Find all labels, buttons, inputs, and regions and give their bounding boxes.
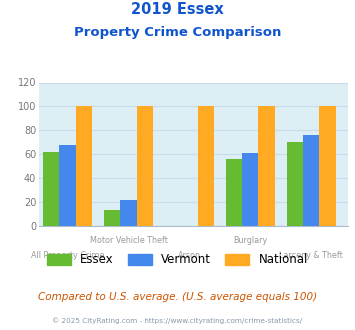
Bar bbox=[197, 106, 214, 226]
Bar bbox=[137, 106, 153, 226]
Bar bbox=[43, 152, 59, 226]
Bar bbox=[120, 200, 137, 226]
Text: © 2025 CityRating.com - https://www.cityrating.com/crime-statistics/: © 2025 CityRating.com - https://www.city… bbox=[53, 317, 302, 324]
Bar bbox=[303, 135, 320, 226]
Text: Larceny & Theft: Larceny & Theft bbox=[279, 251, 343, 260]
Bar bbox=[287, 142, 303, 226]
Bar bbox=[76, 106, 92, 226]
Bar bbox=[104, 211, 120, 226]
Text: Motor Vehicle Theft: Motor Vehicle Theft bbox=[89, 236, 168, 245]
Text: 2019 Essex: 2019 Essex bbox=[131, 2, 224, 16]
Bar bbox=[59, 145, 76, 226]
Bar bbox=[242, 153, 258, 226]
Legend: Essex, Vermont, National: Essex, Vermont, National bbox=[47, 253, 308, 266]
Text: All Property Crime: All Property Crime bbox=[31, 251, 104, 260]
Text: Burglary: Burglary bbox=[233, 236, 268, 245]
Text: Property Crime Comparison: Property Crime Comparison bbox=[74, 26, 281, 39]
Text: Arson: Arson bbox=[178, 251, 201, 260]
Text: Compared to U.S. average. (U.S. average equals 100): Compared to U.S. average. (U.S. average … bbox=[38, 292, 317, 302]
Bar bbox=[258, 106, 275, 226]
Bar bbox=[226, 159, 242, 226]
Bar bbox=[320, 106, 336, 226]
